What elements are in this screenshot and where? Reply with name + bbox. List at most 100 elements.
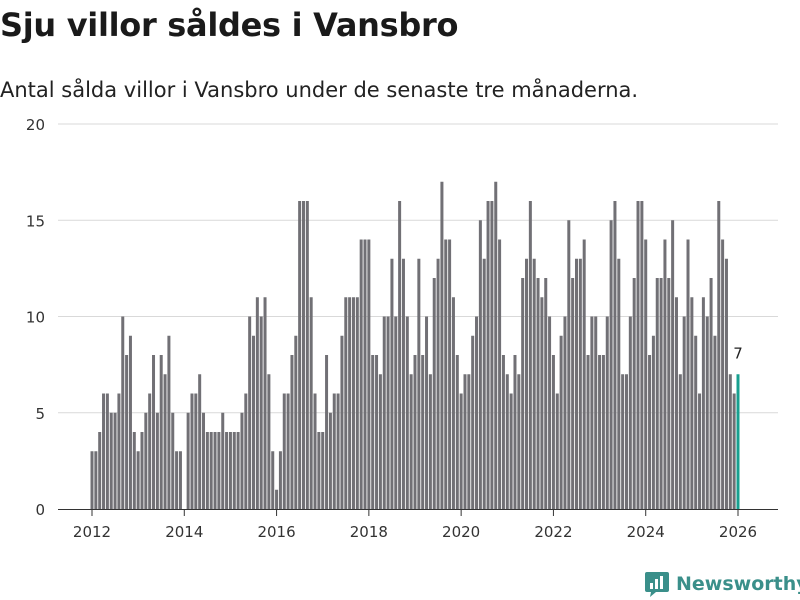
bar — [548, 316, 552, 509]
bar — [325, 355, 329, 509]
y-tick-label: 5 — [35, 405, 45, 423]
bar — [90, 451, 94, 509]
bar — [559, 335, 563, 509]
bar — [682, 316, 686, 509]
bar — [267, 374, 271, 509]
bar — [732, 393, 736, 509]
bar — [282, 393, 286, 509]
x-tick-label: 2018 — [350, 523, 388, 541]
bar — [336, 393, 340, 509]
bar — [144, 412, 148, 509]
bar — [521, 278, 525, 509]
bar — [467, 374, 471, 509]
bar — [171, 412, 175, 509]
bar — [213, 432, 217, 509]
bar — [532, 258, 536, 509]
bar — [175, 451, 179, 509]
bar — [540, 297, 544, 509]
bar — [240, 412, 244, 509]
bar — [528, 201, 532, 509]
bar — [228, 432, 232, 509]
bar — [113, 412, 117, 509]
bar — [613, 201, 617, 509]
bar — [363, 239, 367, 509]
bar — [198, 374, 202, 509]
bar — [586, 355, 590, 509]
bar — [217, 432, 221, 509]
bar — [359, 239, 363, 509]
bar — [505, 374, 509, 509]
bar — [102, 393, 106, 509]
bar — [128, 335, 132, 509]
bar — [686, 239, 690, 509]
bar — [405, 316, 409, 509]
bar — [517, 374, 521, 509]
bar — [651, 335, 655, 509]
bar — [413, 355, 417, 509]
bar — [125, 355, 129, 509]
bar — [244, 393, 248, 509]
bar — [140, 432, 144, 509]
bar — [344, 297, 348, 509]
bar — [148, 393, 152, 509]
bar — [155, 412, 159, 509]
bar — [609, 220, 613, 509]
bar — [232, 432, 236, 509]
bar — [375, 355, 379, 509]
bar — [386, 316, 390, 509]
bar — [394, 316, 398, 509]
data-label-latest: 7 — [733, 344, 743, 362]
bar — [644, 239, 648, 509]
bar — [94, 451, 98, 509]
bar — [428, 374, 432, 509]
bar — [209, 432, 213, 509]
y-tick-labels: 0 5 10 15 20 — [26, 116, 45, 519]
bar — [486, 201, 490, 509]
bar — [298, 201, 302, 509]
bar — [678, 374, 682, 509]
bar — [178, 451, 182, 509]
bar — [221, 412, 225, 509]
bar — [278, 451, 282, 509]
bar — [382, 316, 386, 509]
bar — [167, 335, 171, 509]
bar — [525, 258, 529, 509]
bar — [398, 201, 402, 509]
bar — [536, 278, 540, 509]
bar — [378, 374, 382, 509]
bar — [582, 239, 586, 509]
bar — [509, 393, 513, 509]
bar — [705, 316, 709, 509]
bar — [290, 355, 294, 509]
bar — [440, 181, 444, 509]
bar — [698, 393, 702, 509]
bar — [348, 297, 352, 509]
bar — [448, 239, 452, 509]
bar — [190, 393, 194, 509]
bar — [659, 278, 663, 509]
bar — [317, 432, 321, 509]
bar — [490, 201, 494, 509]
bar — [294, 335, 298, 509]
bar — [259, 316, 263, 509]
bar — [724, 258, 728, 509]
newsworthy-logo[interactable]: Newsworthy — [644, 570, 800, 598]
bar — [255, 297, 259, 509]
bar — [121, 316, 125, 509]
newsworthy-logo-icon — [645, 572, 669, 597]
bar — [432, 278, 436, 509]
bar — [648, 355, 652, 509]
bar — [321, 432, 325, 509]
bar — [463, 374, 467, 509]
bar — [252, 335, 255, 509]
bar — [186, 412, 190, 509]
bar — [674, 297, 678, 509]
bar — [601, 355, 605, 509]
bar — [475, 316, 479, 509]
bar — [98, 432, 102, 509]
bar — [390, 258, 394, 509]
bar — [425, 316, 429, 509]
bar — [575, 258, 578, 509]
bar — [640, 201, 644, 509]
y-tick-label: 10 — [26, 309, 45, 327]
